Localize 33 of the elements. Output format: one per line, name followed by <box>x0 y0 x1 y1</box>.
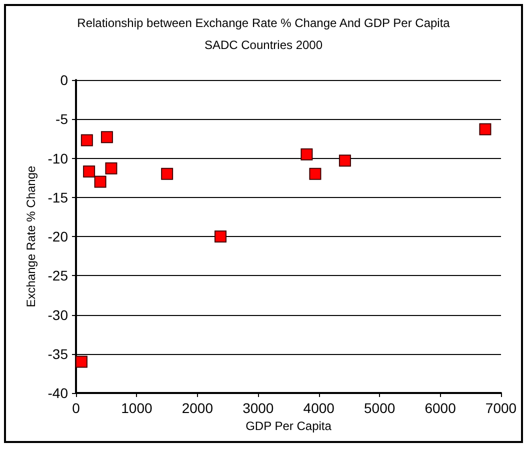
y-tick-label: -10 <box>48 150 68 166</box>
y-tick-label: -30 <box>48 306 68 323</box>
x-axis-title: GDP Per Capita <box>246 418 332 433</box>
x-tick-label: 4000 <box>303 400 335 416</box>
point <box>100 131 113 144</box>
chart-title: Relationship between Exchange Rate % Change And GDP Per Capita <box>77 16 450 30</box>
point <box>105 162 118 174</box>
point <box>214 230 226 242</box>
point <box>338 154 351 167</box>
point <box>300 148 313 160</box>
point <box>83 166 96 178</box>
x-tick-label: 7000 <box>485 400 517 416</box>
y-tick-label: -15 <box>48 189 68 206</box>
point <box>309 168 322 180</box>
point <box>479 123 492 136</box>
y-axis-title: Exchange Rate % Change <box>24 165 38 308</box>
point <box>94 176 106 188</box>
x-tick-label: 0 <box>72 400 80 416</box>
x-tick-label: 3000 <box>242 400 274 416</box>
x-tick-label: 1000 <box>121 400 152 416</box>
x-tick-label: 2000 <box>182 400 214 416</box>
y-tick-label: -35 <box>48 346 68 362</box>
point <box>80 134 93 146</box>
y-tick-label: -20 <box>48 228 68 244</box>
point <box>75 356 88 368</box>
y-tick-label: -40 <box>48 385 68 401</box>
chart-subtitle: SADC Countries 2000 <box>204 38 323 52</box>
y-tick-label: -25 <box>48 268 68 284</box>
y-tick-label: -5 <box>56 111 68 128</box>
x-tick-label: 5000 <box>364 400 396 416</box>
x-tick-label: 6000 <box>424 400 456 416</box>
point <box>161 168 174 180</box>
y-tick-label: 0 <box>60 72 68 88</box>
